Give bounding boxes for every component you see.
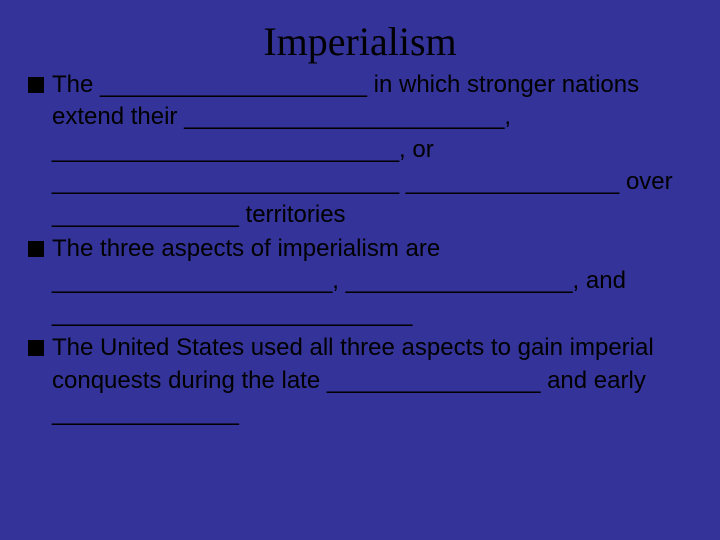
list-item: The three aspects of imperialism are ___… [28,233,692,330]
bullet-text: The United States used all three aspects… [52,332,692,429]
bullet-square-icon [28,241,44,257]
list-item: The United States used all three aspects… [28,332,692,429]
bullet-list: The ____________________ in which strong… [28,69,692,429]
list-item: The ____________________ in which strong… [28,69,692,231]
bullet-square-icon [28,77,44,93]
bullet-text: The three aspects of imperialism are ___… [52,233,692,330]
bullet-square-icon [28,340,44,356]
bullet-text: The ____________________ in which strong… [52,69,692,231]
slide-title: Imperialism [28,18,692,65]
